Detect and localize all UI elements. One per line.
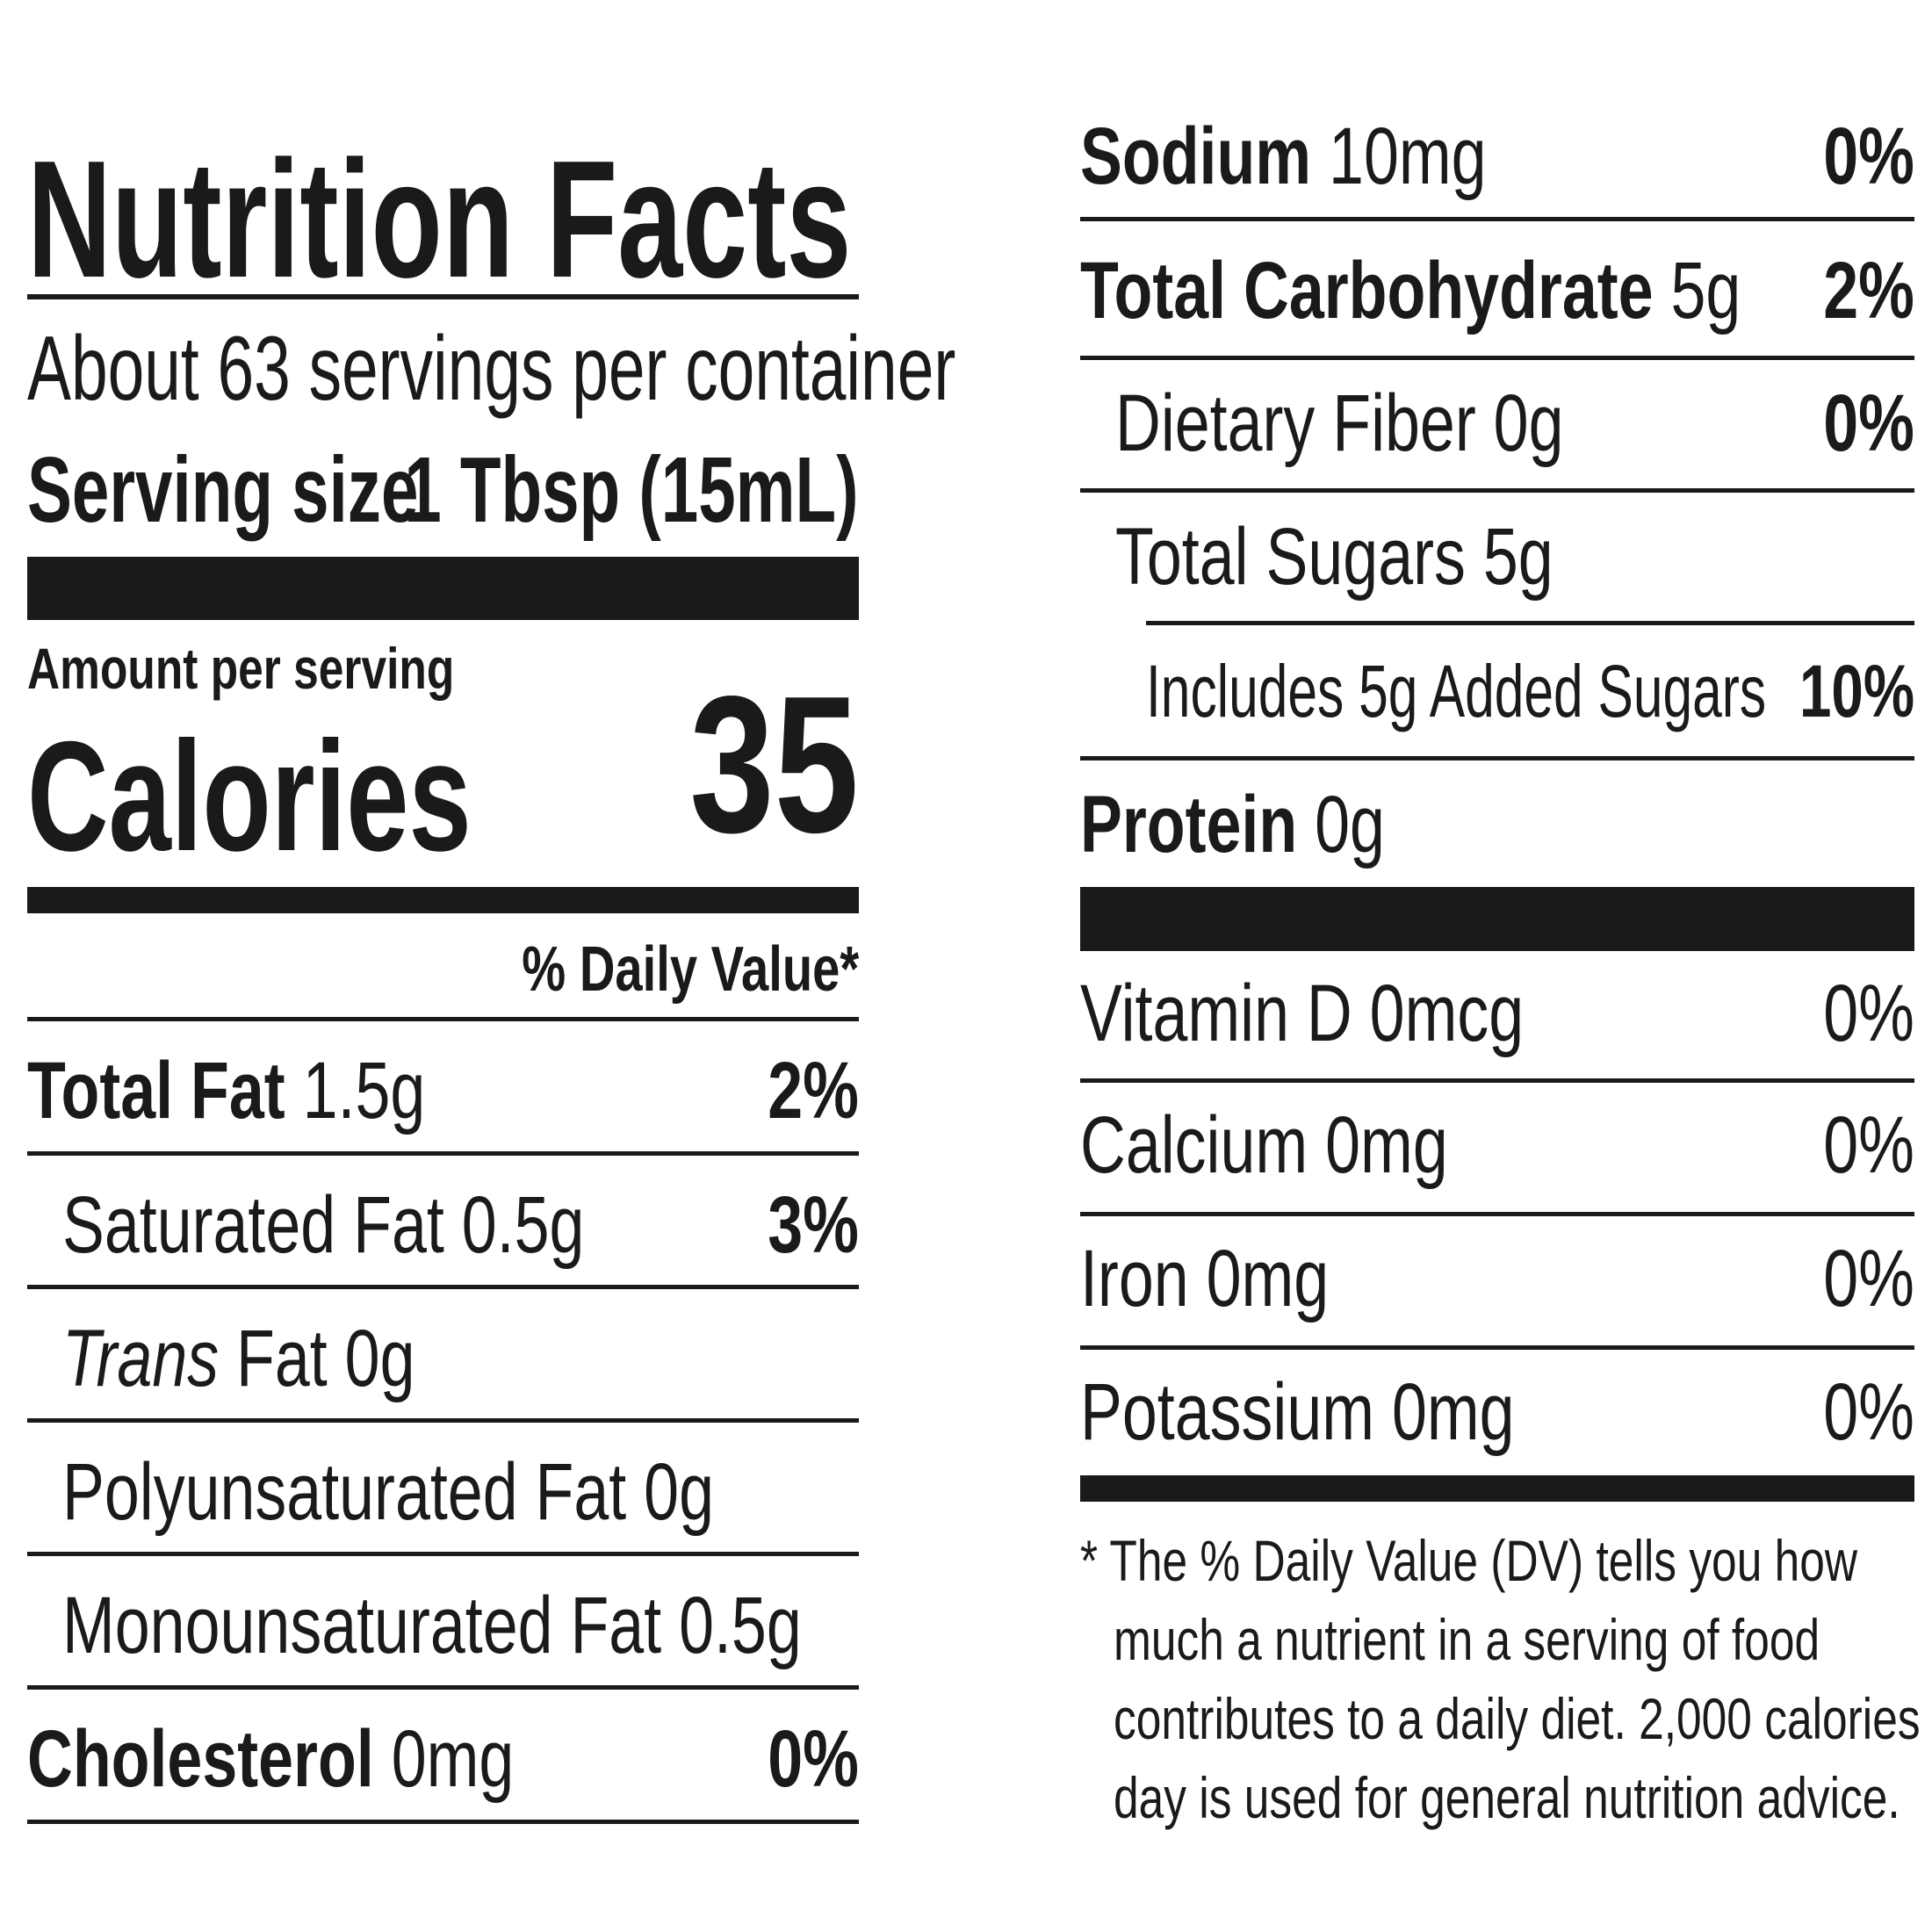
rule xyxy=(27,1685,859,1690)
footnote-line: much a nutrient in a serving of food xyxy=(1114,1607,1820,1672)
rule xyxy=(1080,1212,1914,1216)
calories-value: 35 xyxy=(689,656,859,874)
rule xyxy=(1080,756,1914,761)
rule xyxy=(27,294,859,299)
medium-rule xyxy=(1080,1475,1914,1502)
rule xyxy=(1080,1078,1914,1083)
rule xyxy=(27,1151,859,1156)
rule xyxy=(27,1552,859,1556)
footnote-line: day is used for general nutrition advice… xyxy=(1114,1765,1900,1830)
rule xyxy=(27,1418,859,1423)
daily-value-header: % Daily Value* xyxy=(522,934,859,1005)
serving-size-value: 1 Tbsp (15mL) xyxy=(404,438,859,542)
medium-rule xyxy=(27,887,859,913)
serving-size-label: Serving size xyxy=(27,438,419,542)
amount-per-serving: Amount per serving xyxy=(27,636,455,701)
rule xyxy=(27,1017,859,1021)
thick-rule xyxy=(27,557,859,620)
rule xyxy=(27,1285,859,1289)
rule xyxy=(1080,356,1914,360)
footnote: * The % Daily Value (DV) tells you how m… xyxy=(1080,1521,1932,1837)
rule xyxy=(1146,621,1914,625)
rule xyxy=(1080,1345,1914,1350)
rule xyxy=(1080,217,1914,221)
footnote-line: * The % Daily Value (DV) tells you how xyxy=(1080,1528,1858,1593)
footnote-line: contributes to a daily diet. 2,000 calor… xyxy=(1114,1686,1932,1751)
thick-rule xyxy=(1080,887,1914,951)
calories-label: Calories xyxy=(27,709,472,883)
rule xyxy=(27,1820,859,1824)
rule xyxy=(1080,488,1914,493)
label-title: Nutrition Facts xyxy=(27,126,852,313)
servings-per-container: About 63 servings per container xyxy=(27,318,956,420)
